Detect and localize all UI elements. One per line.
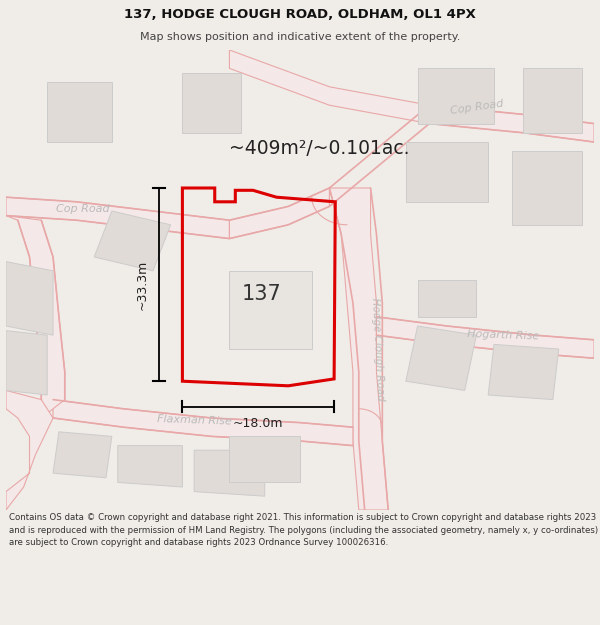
Polygon shape: [376, 317, 594, 358]
Polygon shape: [406, 142, 488, 202]
Polygon shape: [406, 326, 476, 391]
Polygon shape: [488, 344, 559, 399]
Polygon shape: [418, 280, 476, 317]
Polygon shape: [118, 446, 182, 487]
Text: Cop Road: Cop Road: [56, 204, 109, 214]
Polygon shape: [418, 68, 494, 124]
Text: Flaxman Rise: Flaxman Rise: [157, 414, 232, 427]
Text: Map shows position and indicative extent of the property.: Map shows position and indicative extent…: [140, 32, 460, 43]
Text: Hogarth Rise: Hogarth Rise: [467, 329, 539, 341]
Text: ~18.0m: ~18.0m: [233, 417, 284, 429]
Polygon shape: [512, 151, 582, 225]
Polygon shape: [6, 331, 47, 395]
Text: 137: 137: [242, 284, 281, 304]
Polygon shape: [329, 188, 388, 510]
Polygon shape: [182, 73, 241, 132]
Polygon shape: [47, 82, 112, 142]
Text: ~409m²/~0.101ac.: ~409m²/~0.101ac.: [229, 139, 410, 158]
Polygon shape: [6, 391, 53, 510]
Polygon shape: [523, 68, 582, 132]
Text: Contains OS data © Crown copyright and database right 2021. This information is : Contains OS data © Crown copyright and d…: [9, 514, 598, 547]
Text: Cop Road: Cop Road: [449, 99, 503, 116]
Polygon shape: [6, 216, 65, 418]
Text: 137, HODGE CLOUGH ROAD, OLDHAM, OL1 4PX: 137, HODGE CLOUGH ROAD, OLDHAM, OL1 4PX: [124, 8, 476, 21]
Polygon shape: [229, 188, 329, 239]
Polygon shape: [6, 198, 229, 239]
Polygon shape: [229, 50, 594, 142]
Polygon shape: [194, 450, 265, 496]
Polygon shape: [53, 399, 353, 446]
Polygon shape: [53, 432, 112, 478]
Polygon shape: [6, 262, 53, 335]
Polygon shape: [94, 211, 170, 271]
Text: ~33.3m: ~33.3m: [135, 259, 148, 310]
Polygon shape: [229, 436, 300, 482]
Text: Hodge Clough Road: Hodge Clough Road: [370, 297, 385, 401]
Polygon shape: [229, 271, 312, 349]
